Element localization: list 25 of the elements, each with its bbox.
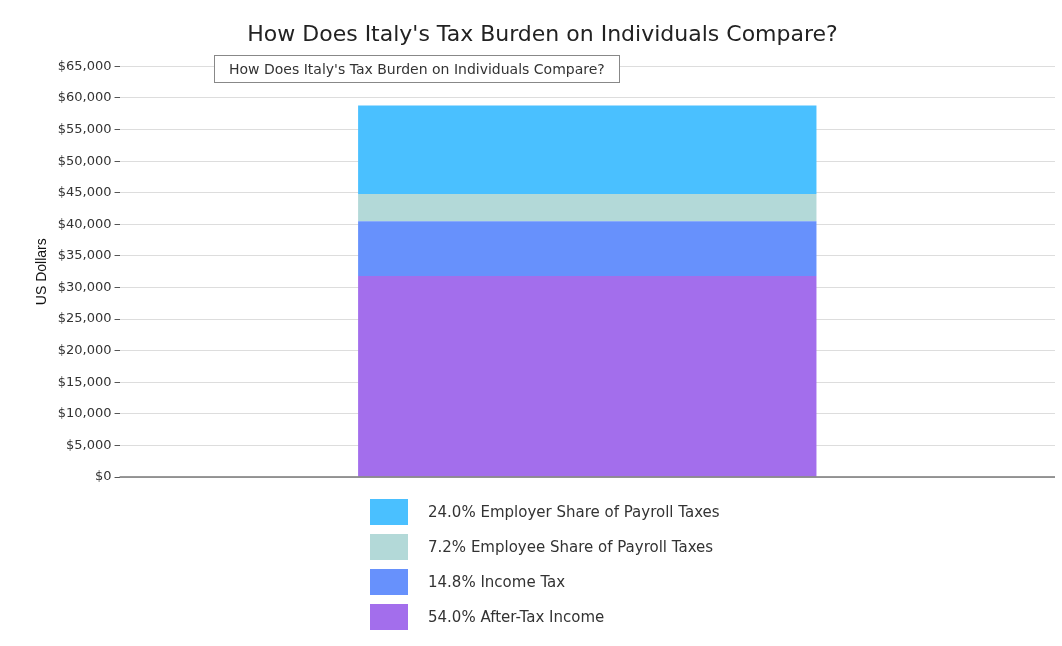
y-tick-label: $45,000 — [57, 184, 112, 200]
bar — [358, 194, 817, 222]
y-tick-label: $65,000 — [57, 57, 112, 73]
y-tick-label: $15,000 — [57, 373, 112, 389]
y-tick-label: $25,000 — [57, 310, 112, 326]
chart-title: How Does Italy's Tax Burden on Individuals Compare? — [247, 20, 838, 46]
y-tick-label: $50,000 — [57, 152, 112, 168]
legend-label: 7.2% Employee Share of Payroll Taxes — [428, 537, 714, 556]
bar — [358, 221, 817, 277]
legend-label: 14.8% Income Tax — [428, 572, 566, 591]
bar — [358, 276, 817, 477]
annotation: How Does Italy's Tax Burden on Individuals Compare? — [214, 55, 620, 83]
y-tick-label: $5,000 — [66, 436, 112, 452]
bar — [358, 105, 817, 194]
y-tick-label: $0 — [95, 468, 112, 484]
y-tick-label: $60,000 — [57, 89, 112, 105]
legend-label: 24.0% Employer Share of Payroll Taxes — [428, 502, 720, 521]
y-tick-label: $40,000 — [57, 215, 112, 231]
y-tick-label: $55,000 — [57, 120, 112, 136]
y-tick-label: $30,000 — [57, 278, 112, 294]
y-tick-label: $10,000 — [57, 405, 112, 421]
y-tick-label: $20,000 — [57, 342, 112, 358]
y-axis-title: US Dollars — [33, 238, 50, 306]
y-tick-label: $35,000 — [57, 247, 112, 263]
legend-label: 54.0% After-Tax Income — [428, 607, 605, 626]
